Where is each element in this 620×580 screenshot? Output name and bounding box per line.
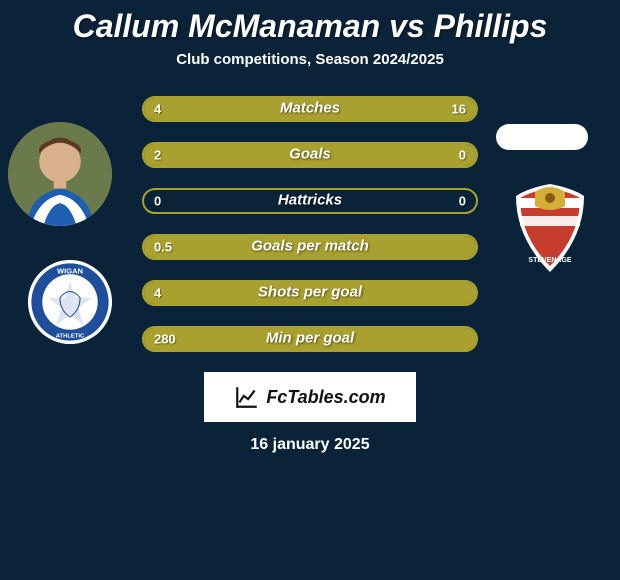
stat-value-left: 280: [154, 332, 176, 347]
stat-row: 0 0 Hattricks: [142, 188, 478, 214]
chart-icon: [234, 384, 260, 410]
stevenage-logo-icon: STEVENAGE: [500, 178, 600, 278]
wigan-logo-icon: WIGAN ATHLETIC: [28, 260, 112, 344]
stats-comparison: 4 16 Matches 2 0 Goals 0 0 Hattricks 0.5 Goals per…: [142, 96, 478, 352]
stat-value-right: 16: [452, 102, 466, 117]
stat-value-right: 0: [459, 194, 466, 209]
stat-row: 0.5 Goals per match: [142, 234, 478, 260]
player-left-avatar-svg: [8, 122, 112, 226]
stat-row: 280 Min per goal: [142, 326, 478, 352]
stat-label: Shots per goal: [258, 284, 362, 301]
player-left-avatar: [8, 122, 112, 226]
report-date: 16 january 2025: [0, 436, 620, 454]
fctables-brand: FcTables.com: [204, 372, 416, 422]
player-right-club-logo: STEVENAGE: [500, 178, 600, 278]
stat-row: 4 16 Matches: [142, 96, 478, 122]
player-left-club-logo: WIGAN ATHLETIC: [28, 260, 112, 344]
brand-text: FcTables.com: [266, 387, 385, 408]
page-subtitle: Club competitions, Season 2024/2025: [0, 51, 620, 68]
stat-value-left: 0.5: [154, 240, 172, 255]
player-right-avatar-placeholder: [496, 124, 588, 150]
stat-label: Hattricks: [278, 192, 342, 209]
stat-value-right: 0: [459, 148, 466, 163]
svg-text:STEVENAGE: STEVENAGE: [528, 257, 572, 264]
stat-label: Min per goal: [266, 330, 354, 347]
page-title: Callum McManaman vs Phillips: [0, 0, 620, 45]
stat-label: Goals: [289, 146, 331, 163]
stat-label: Goals per match: [251, 238, 369, 255]
stat-row: 2 0 Goals: [142, 142, 478, 168]
stat-value-left: 4: [154, 102, 161, 117]
stat-label: Matches: [280, 100, 340, 117]
stat-value-left: 2: [154, 148, 161, 163]
svg-text:ATHLETIC: ATHLETIC: [56, 333, 85, 339]
stat-value-left: 0: [154, 194, 161, 209]
stat-value-left: 4: [154, 286, 161, 301]
svg-text:WIGAN: WIGAN: [57, 266, 83, 275]
stat-row: 4 Shots per goal: [142, 280, 478, 306]
